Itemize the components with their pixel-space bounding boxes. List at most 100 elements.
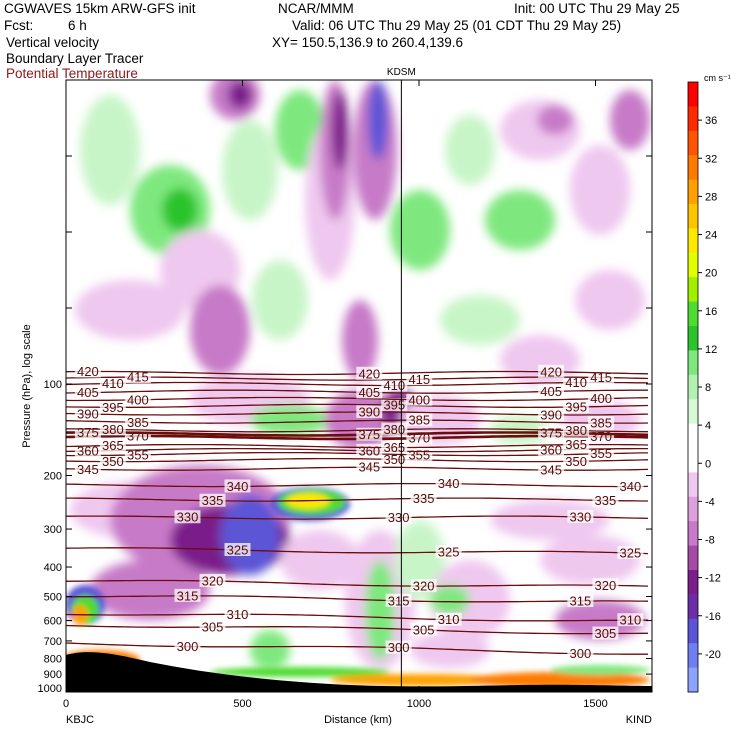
field-potential-temperature: Potential Temperature [6,66,138,81]
theta-label-bg [381,452,408,466]
y-tick-label: 200 [44,471,62,483]
theta-label-bg [567,594,594,608]
theta-contour-label: 390 [540,407,562,422]
colorbar-unit: cm s⁻¹ [704,73,731,83]
y-tick-label: 300 [44,524,62,536]
x-tick-label: 500 [233,698,251,710]
colorbar-swatch [688,472,698,498]
theta-label-bg [410,579,437,593]
center-name: NCAR/MMM [278,1,354,16]
theta-contour-label: 375 [77,425,99,440]
theta-contour-label: 325 [438,545,460,560]
theta-contour-label: 330 [177,510,199,525]
theta-contour-label: 360 [77,444,99,459]
theta-contour [66,482,649,488]
theta-label-bg [588,370,615,384]
theta-label-bg [406,372,433,386]
theta-label-bg [381,398,408,412]
theta-contour-label: 335 [202,493,224,508]
colorbar-swatch [688,374,698,400]
theta-contour-label: 410 [383,378,405,393]
theta-contour-label: 305 [413,622,435,637]
y-tick-label: 900 [44,669,62,681]
colorbar-swatch [688,399,698,425]
theta-contour-label: 355 [590,446,612,461]
colorbar-swatch [688,448,698,473]
theta-contour-label: 355 [127,447,149,462]
theta-label-bg [563,375,590,389]
theta-contour-label: 395 [565,399,587,414]
theta-label-bg [435,612,462,626]
theta-contour-label: 420 [77,364,99,379]
theta-label-bg [74,407,101,421]
theta-contour-label: 335 [595,493,617,508]
theta-contour [66,613,649,622]
theta-contour [66,457,649,463]
y-tick-label: 100 [44,379,62,391]
theta-label-bg [124,370,151,384]
colorbar-swatch [688,423,698,449]
colorbar-tick-label: 24 [705,230,717,242]
colorbar: 36 32 28 24 20 16 12 8 4 0 -4 -8 -12 -16 -20 [687,81,721,693]
theta-contour-label: 350 [383,452,405,467]
colorbar-swatch [688,82,698,107]
theta-label-bg [592,493,619,507]
theta-contour [66,403,649,409]
theta-label-bg [381,440,408,454]
theta-contour-label: 340 [438,476,460,491]
theta-label-bg [563,454,590,468]
station-marker-label: KDSM [387,67,416,78]
theta-label-bg [99,454,126,468]
theta-contour-label: 395 [102,400,124,415]
theta-contour-label: 400 [408,392,430,407]
theta-contour-label: 390 [77,407,99,422]
colorbar-tick-label: 28 [705,191,717,203]
theta-contour-label: 345 [77,462,99,477]
y-tick-label: 600 [44,616,62,628]
theta-label-bg [124,392,151,406]
x-end-station: KIND [626,714,652,726]
y-tick-label: 1000 [38,683,62,695]
colorbar-swatch [688,277,698,303]
colorbar-tick-label: 16 [705,306,717,318]
theta-contour-label: 385 [127,415,149,430]
x-tick-label: 0 [63,698,69,710]
theta-label-bg [356,404,383,418]
theta-label-bg [199,573,226,587]
theta-label-bg [538,463,565,477]
theta-contour [66,624,648,635]
theta-contour-label: 405 [358,385,380,400]
theta-label-bg [538,407,565,421]
theta-contour-label: 345 [358,460,380,475]
theta-label-bg [385,510,412,524]
theta-label-bg [199,620,226,634]
theta-contour-label: 325 [227,542,249,557]
theta-contour-label: 400 [127,392,149,407]
y-tick-label: 800 [44,654,62,666]
theta-label-bg [385,593,412,607]
theta-contour-label: 420 [358,366,380,381]
theta-contour [66,428,648,433]
theta-contour [66,515,649,520]
theta-label-bg [538,364,565,378]
theta-label-bg [592,626,619,640]
x-tick-label: 1000 [407,698,431,710]
theta-contour-label: 365 [102,438,124,453]
theta-contour [66,443,649,449]
theta-contour-label: 300 [570,646,592,661]
theta-contour-label: 380 [565,423,587,438]
colorbar-swatch [688,252,698,278]
theta-contour-label: 405 [540,384,562,399]
theta-label-bg [563,423,590,437]
theta-label-bg [567,646,594,660]
theta-contour-label: 320 [595,578,617,593]
theta-contour-label: 415 [127,370,149,385]
theta-contour-label: 395 [383,398,405,413]
theta-contour-label: 305 [595,626,617,641]
theta-label-bg [99,376,126,390]
y-axis: 100 200 300 400 500 600 700 800 900 1000 [38,155,652,695]
theta-contour-label: 380 [383,422,405,437]
theta-contour-label: 350 [102,454,124,469]
